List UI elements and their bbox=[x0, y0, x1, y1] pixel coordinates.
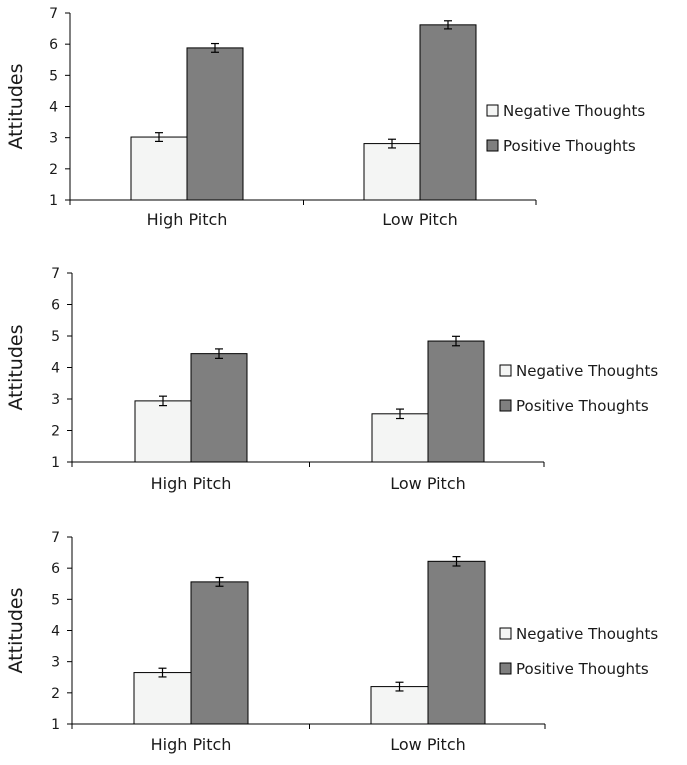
y-tick-label: 5 bbox=[49, 68, 58, 84]
y-tick-label: 1 bbox=[49, 193, 58, 209]
y-tick-label: 3 bbox=[51, 392, 60, 408]
y-tick-label: 2 bbox=[51, 686, 60, 702]
bar-positive-2 bbox=[419, 24, 477, 201]
y-axis-label: Attitudes bbox=[5, 64, 27, 150]
legend-swatch-negative bbox=[486, 104, 499, 117]
y-tick-label: 3 bbox=[51, 655, 60, 671]
bar-negative-1 bbox=[134, 400, 192, 463]
legend-swatch-negative bbox=[499, 627, 512, 640]
bar-positive-1 bbox=[186, 47, 244, 201]
y-tick-label: 2 bbox=[51, 424, 60, 440]
y-tick-label: 6 bbox=[51, 298, 60, 314]
y-tick-label: 7 bbox=[51, 530, 60, 546]
bar-positive-2 bbox=[427, 340, 485, 463]
bar-negative-2 bbox=[363, 143, 421, 201]
y-tick-label: 7 bbox=[49, 6, 58, 22]
y-tick-label: 5 bbox=[51, 329, 60, 345]
chart-panel-3: 1 2 3 4 5 6 7 Attitudes High Pitch Low Pitch Negat… bbox=[5, 530, 658, 754]
bar-negative-1 bbox=[130, 136, 188, 201]
x-category-label: High Pitch bbox=[151, 735, 232, 754]
x-category-label: High Pitch bbox=[151, 474, 232, 493]
y-tick-label: 4 bbox=[49, 100, 58, 116]
y-tick-label: 6 bbox=[51, 561, 60, 577]
y-tick-label: 3 bbox=[49, 131, 58, 147]
x-category-label: Low Pitch bbox=[382, 210, 458, 229]
y-tick-label: 6 bbox=[49, 37, 58, 53]
y-tick-label: 4 bbox=[51, 361, 60, 377]
y-tick-label: 1 bbox=[51, 455, 60, 471]
legend-swatch-positive bbox=[499, 399, 512, 412]
legend-swatch-positive bbox=[499, 662, 512, 675]
y-tick-label: 1 bbox=[51, 717, 60, 733]
legend-label: Positive Thoughts bbox=[516, 397, 649, 415]
legend-label: Negative Thoughts bbox=[516, 625, 658, 643]
bar-negative-2 bbox=[371, 413, 429, 463]
y-axis-label: Attitudes bbox=[5, 588, 27, 674]
y-tick-label: 2 bbox=[49, 162, 58, 178]
x-category-label: Low Pitch bbox=[390, 474, 466, 493]
y-tick-label: 5 bbox=[51, 592, 60, 608]
y-axis-label: Attitudes bbox=[5, 325, 27, 411]
bar-positive-1 bbox=[190, 581, 249, 725]
bar-positive-2 bbox=[427, 560, 486, 725]
chart-panel-2: 1 2 3 4 5 6 7 Attitudes High Pitch Low Pitch Negat… bbox=[5, 266, 658, 493]
y-tick-label: 4 bbox=[51, 624, 60, 640]
bar-positive-1 bbox=[190, 353, 248, 463]
chart-panel-1: 1 2 3 4 5 6 7 Attitudes High Pitch Low Pitch Negat… bbox=[5, 6, 645, 229]
bar-negative-1 bbox=[133, 672, 192, 725]
legend-label: Negative Thoughts bbox=[503, 102, 645, 120]
legend-swatch-negative bbox=[499, 364, 512, 377]
legend-label: Negative Thoughts bbox=[516, 362, 658, 380]
y-tick-label: 7 bbox=[51, 266, 60, 282]
x-category-label: High Pitch bbox=[147, 210, 228, 229]
x-category-label: Low Pitch bbox=[390, 735, 466, 754]
legend-label: Positive Thoughts bbox=[516, 660, 649, 678]
legend-swatch-positive bbox=[486, 139, 499, 152]
bar-negative-2 bbox=[370, 686, 429, 725]
legend-label: Positive Thoughts bbox=[503, 137, 636, 155]
